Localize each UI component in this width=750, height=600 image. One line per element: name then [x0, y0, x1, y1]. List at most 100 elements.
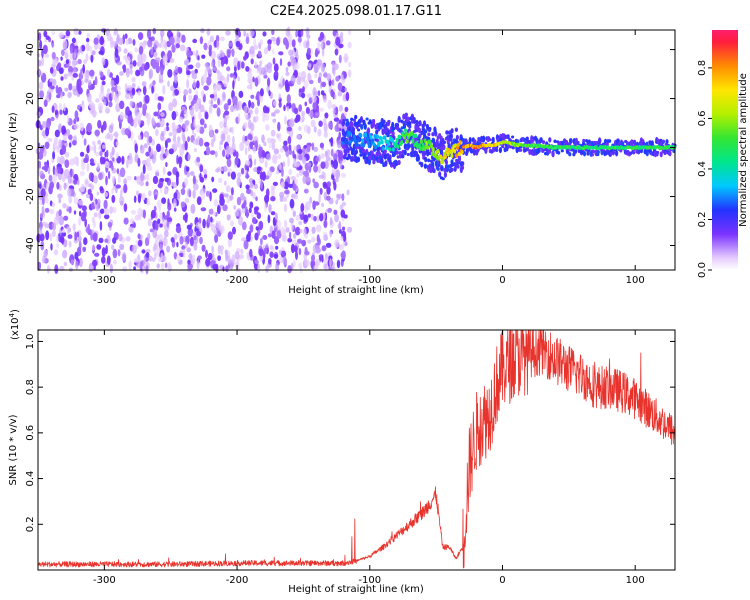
spectrogram-noise-blob	[210, 50, 217, 60]
spectrogram-noise-blob	[207, 68, 213, 75]
spectrogram-noise-blob	[213, 198, 218, 207]
spectrogram-noise-blob	[160, 146, 165, 155]
spectrogram-ridge-halo	[461, 161, 465, 166]
spectrogram-noise-blob	[333, 153, 338, 162]
spectrogram-noise-blob	[74, 110, 79, 120]
spectrogram-noise-blob	[164, 238, 168, 246]
spectrogram-ridge-core	[404, 128, 407, 133]
spectrogram-noise-blob	[173, 198, 177, 209]
spectrogram-noise-blob	[41, 57, 44, 67]
spectrogram-noise-blob	[322, 63, 325, 72]
spectrogram-noise-blob	[54, 167, 58, 177]
spectrogram-noise-blob	[222, 165, 228, 172]
spectrogram-noise-blob	[155, 244, 159, 251]
spectrogram-noise-blob	[293, 245, 298, 253]
spectrogram-noise-blob	[264, 47, 268, 55]
spectrogram-noise-blob	[192, 175, 196, 186]
snr-y-multiplier: (x104)	[8, 309, 21, 340]
spectrogram-noise-blob	[237, 76, 240, 82]
spectrogram-noise-blob	[184, 120, 190, 126]
spectrogram-noise-blob	[104, 161, 110, 169]
spectrogram-noise-blob	[145, 151, 150, 157]
spectrogram-noise-blob	[289, 117, 295, 128]
spectrogram-noise-blob	[248, 207, 252, 214]
spectrogram-noise-blob	[168, 102, 174, 112]
spectrogram-ridge-halo	[468, 137, 472, 144]
spectrogram-noise-blob	[271, 143, 276, 151]
spectrogram-noise-blob	[280, 226, 285, 236]
spectrogram-noise-blob	[58, 67, 64, 75]
spectrogram-noise-blob	[157, 183, 163, 189]
spectrogram-ridge-core	[419, 139, 423, 144]
spectrogram-ridge-halo	[495, 148, 499, 152]
spectrogram-ridge-halo	[591, 149, 595, 153]
spectrogram-noise-blob	[181, 106, 186, 111]
spectrogram-noise-blob	[225, 252, 228, 262]
spectrogram-noise-blob	[241, 237, 247, 242]
spectrogram-noise-blob	[199, 172, 202, 182]
spectrogram-noise-blob	[258, 248, 264, 257]
spectrogram-noise-blob	[151, 257, 156, 263]
spectrogram-noise-blob	[130, 68, 133, 75]
spectrogram-noise-blob	[125, 38, 129, 46]
spectrogram-noise-blob	[231, 48, 235, 57]
spectrogram-noise-blob	[61, 125, 66, 135]
spectrogram-noise-blob	[50, 243, 53, 251]
spectrogram-ridge-halo	[444, 160, 448, 165]
spectrogram-ridge-halo	[375, 129, 379, 135]
spectrogram-ridge-core	[441, 159, 445, 165]
spectrogram-noise-blob	[151, 85, 155, 94]
spectrogram-noise-blob	[103, 208, 110, 216]
spectrogram-noise-blob	[324, 112, 329, 119]
spectrogram-noise-blob	[193, 242, 198, 251]
spectrogram-noise-blob	[242, 134, 246, 144]
spectrogram-ridge-halo	[580, 150, 584, 155]
spectrogram-noise-blob	[209, 129, 215, 134]
spectrogram-noise-blob	[152, 229, 157, 239]
spectrogram-noise-blob	[333, 94, 337, 100]
spectrogram-noise-blob	[111, 187, 114, 195]
spectrogram-noise-blob	[103, 192, 109, 197]
spectrogram-noise-blob	[346, 189, 350, 196]
spectrogram-noise-blob	[136, 175, 142, 185]
spectrogram-noise-blob	[301, 147, 306, 158]
spectrogram-noise-blob	[153, 42, 157, 51]
x-tick-label: 100	[626, 575, 645, 586]
spectrogram-ridge-halo	[482, 135, 486, 143]
spectrogram-noise-blob	[310, 213, 314, 220]
spectrogram-noise-blob	[137, 239, 143, 247]
spectrogram-noise-blob	[138, 213, 142, 221]
spectrogram-noise-blob	[44, 53, 50, 58]
spectrogram-noise-blob	[232, 226, 236, 235]
spectrogram-noise-blob	[199, 236, 203, 245]
spectrogram-noise-blob	[127, 37, 133, 45]
spectrogram-noise-blob	[164, 126, 167, 134]
spectrogram-noise-blob	[172, 128, 178, 136]
spectrogram-noise-blob	[324, 150, 328, 158]
colorbar-tick-label: 0.8	[697, 60, 708, 76]
spectrogram-noise-blob	[152, 118, 156, 127]
spectrogram-noise-blob	[274, 71, 279, 76]
spectrogram-noise-blob	[137, 233, 141, 240]
spectrogram-noise-blob	[79, 46, 83, 53]
spectrogram-noise-blob	[186, 78, 190, 89]
spectrogram-noise-blob	[151, 59, 158, 70]
spectrogram-noise-blob	[306, 93, 312, 99]
spectrogram-ridge-halo	[645, 150, 649, 157]
spectrogram-noise-blob	[343, 71, 347, 79]
spectrogram-ridge-halo	[455, 164, 460, 169]
spectrogram-noise-blob	[288, 169, 293, 175]
y-tick-label: -40	[25, 237, 36, 253]
spectrogram-ridge-halo	[412, 117, 416, 124]
spectrogram-ridge-halo	[436, 167, 440, 172]
spectrogram-noise-blob	[318, 72, 322, 78]
spectrogram-noise-blob	[227, 168, 233, 173]
spectrogram-noise-blob	[116, 168, 120, 175]
spectrogram-noise-blob	[242, 201, 247, 207]
colorbar-tick-label: 0.4	[697, 161, 708, 177]
spectrogram-noise-blob	[101, 57, 106, 66]
spectrogram-ridge-halo	[551, 151, 555, 158]
spectrogram-noise-blob	[162, 84, 166, 95]
spectrogram-noise-blob	[334, 213, 339, 223]
spectrogram-ridge-halo	[417, 127, 422, 134]
